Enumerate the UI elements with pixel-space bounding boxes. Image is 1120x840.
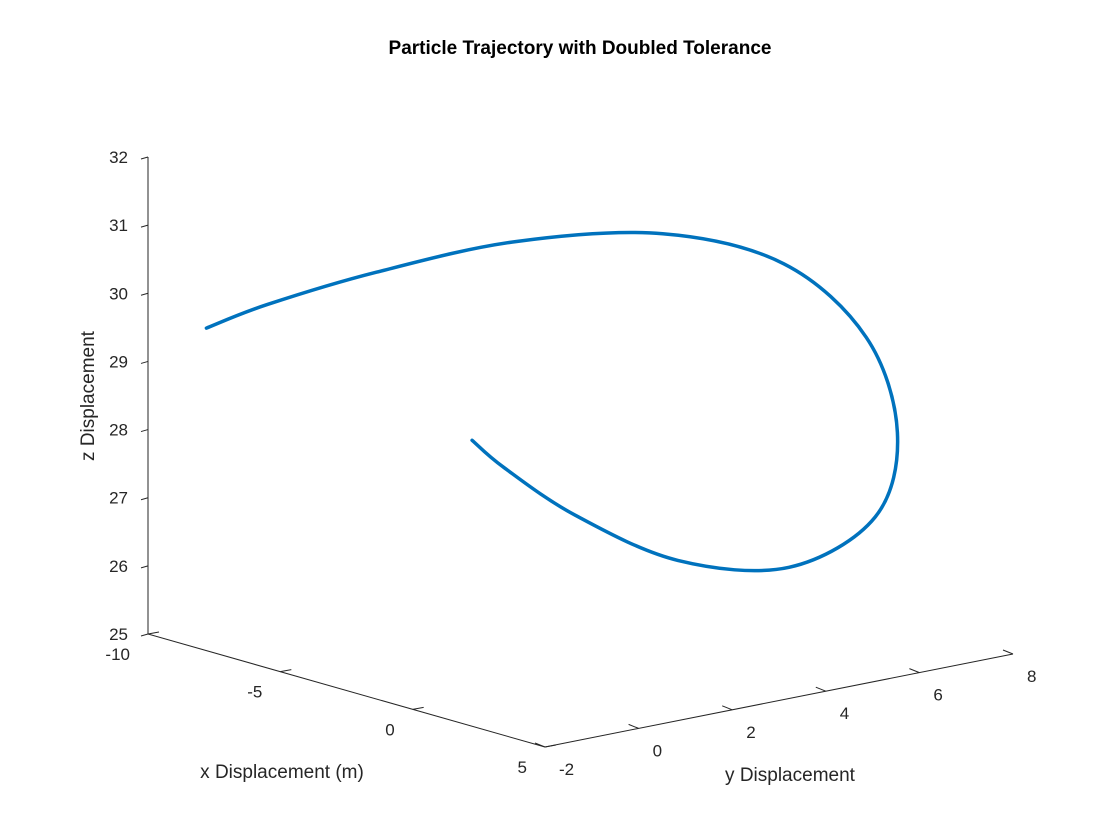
z-axis-ticks: 25 26 27 28 29 30 31 32 [109, 148, 149, 644]
y-tick-mark [909, 668, 920, 674]
z-tick-label: 25 [109, 625, 128, 644]
x-axis-label: x Displacement (m) [200, 762, 364, 783]
chart-title: Particle Trajectory with Doubled Toleran… [389, 38, 772, 59]
x-tick-mark [412, 706, 424, 710]
y-tick-mark [534, 742, 546, 748]
z-tick-label: 30 [109, 284, 128, 303]
z-tick-label: 29 [109, 352, 128, 371]
z-tick-label: 28 [109, 421, 128, 440]
y-axis-ticks: -2 0 2 4 6 8 [534, 649, 1036, 779]
y-axis-label: y Displacement [725, 765, 856, 786]
y-tick-mark [628, 723, 639, 729]
x-axis-line [147, 633, 546, 748]
x-tick-label: -10 [105, 645, 130, 664]
z-tick-mark [140, 565, 149, 569]
y-tick-mark [722, 705, 733, 711]
z-tick-mark [140, 429, 149, 433]
y-tick-label: -2 [559, 760, 574, 779]
y-tick-mark [1002, 649, 1014, 655]
series-layer [204, 230, 900, 573]
x-axis-ticks: -10 -5 0 5 [105, 631, 557, 777]
z-tick-label: 31 [109, 216, 128, 235]
z-tick-mark [140, 156, 149, 160]
x-tick-mark [544, 744, 557, 748]
y-tick-label: 8 [1027, 667, 1036, 686]
y-tick-label: 2 [746, 723, 755, 742]
y-axis-line [544, 653, 1014, 748]
z-tick-mark [140, 360, 149, 364]
z-tick-label: 26 [109, 557, 128, 576]
z-axis-label: z Displacement [78, 330, 99, 461]
x-tick-label: 5 [518, 758, 527, 777]
y-tick-label: 4 [840, 704, 849, 723]
y-tick-mark [815, 686, 826, 692]
y-tick-label: 6 [933, 686, 942, 705]
z-tick-mark [140, 633, 149, 637]
z-tick-label: 27 [109, 489, 128, 508]
x-tick-mark [280, 669, 292, 673]
y-tick-label: 0 [653, 741, 662, 760]
z-tick-mark [140, 292, 149, 296]
x-tick-label: 0 [385, 720, 394, 739]
z-tick-label: 32 [109, 148, 128, 167]
x-tick-label: -5 [247, 683, 262, 702]
trajectory-line-0 [204, 230, 900, 573]
z-tick-mark [140, 224, 149, 228]
x-tick-mark [147, 631, 160, 635]
z-tick-mark [140, 497, 149, 501]
